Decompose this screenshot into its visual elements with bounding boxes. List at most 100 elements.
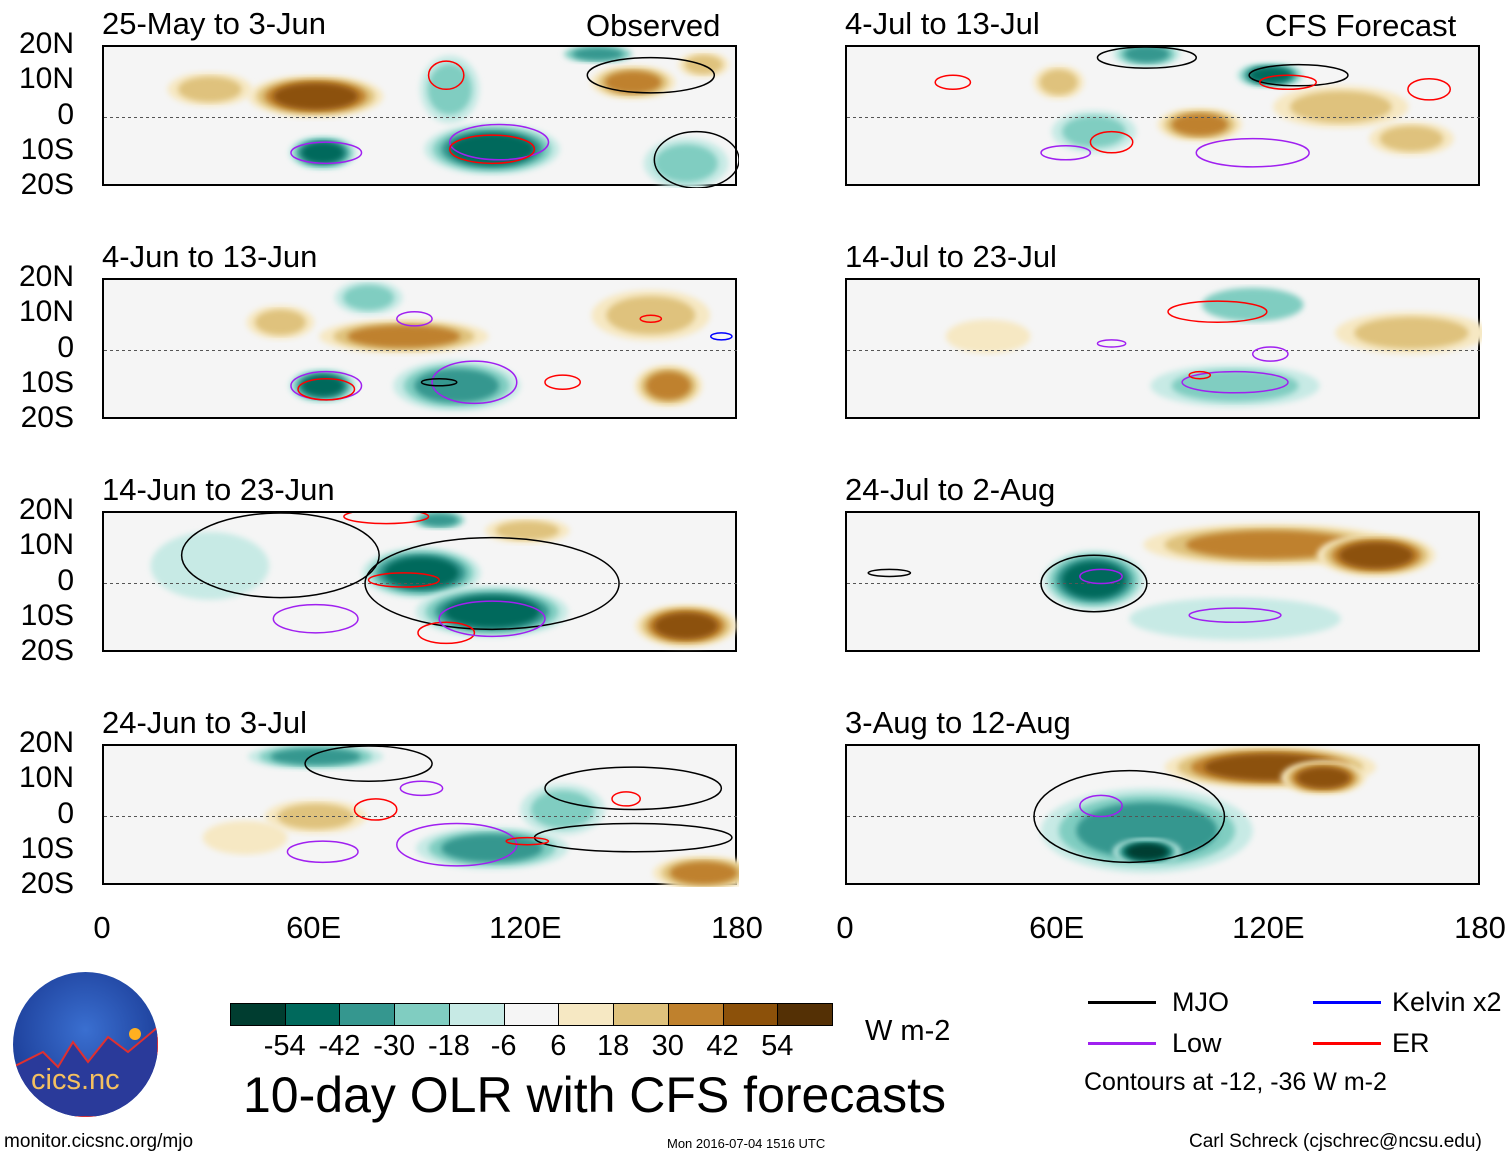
mjo-contour <box>1040 554 1148 613</box>
legend-er-label: ER <box>1392 1028 1430 1058</box>
panel-title: 25-May to 3-Jun <box>102 6 326 41</box>
colorbar-label: 18 <box>596 1030 630 1062</box>
mjo-contour <box>653 130 739 188</box>
er-contour <box>505 836 550 846</box>
er-contour <box>934 74 972 91</box>
y-axis-label: 0 <box>57 97 74 131</box>
er-contour <box>1167 300 1268 324</box>
footer-credit: Carl Schreck (cjschrec@ncsu.edu) <box>1189 1131 1482 1152</box>
olr-anomaly <box>1290 91 1392 123</box>
olr-anomaly <box>1124 47 1170 63</box>
colorbar-swatch <box>448 1003 505 1026</box>
legend-kelvin-label: Kelvin x2 <box>1392 987 1502 1017</box>
y-axis-label: 20N <box>18 260 74 293</box>
er-contour <box>297 377 356 401</box>
mjo-contour <box>586 56 716 94</box>
y-axis-label: 0 <box>57 330 74 364</box>
y-axis-label: 10S <box>20 132 74 166</box>
er-contour <box>639 314 663 324</box>
olr-anomaly <box>384 557 459 589</box>
x-axis-label: 60E <box>1029 910 1085 945</box>
colorbar-swatch <box>339 1003 396 1026</box>
olr-anomaly <box>273 83 358 110</box>
map-panel <box>845 278 1482 419</box>
low-contour <box>286 840 359 864</box>
colorbar-label: 42 <box>706 1030 739 1062</box>
y-axis-label: 20N <box>18 493 74 526</box>
y-axis-label: 10N <box>18 761 74 795</box>
mjo-contour <box>1033 769 1226 864</box>
low-contour <box>290 141 363 165</box>
colorbar-label: -54 <box>263 1030 306 1062</box>
colorbar-swatch <box>503 1003 560 1026</box>
low-contour <box>438 600 546 638</box>
colorbar-label: -30 <box>373 1030 416 1062</box>
colorbar-swatch <box>284 1003 341 1026</box>
panel-title: 3-Aug to 12-Aug <box>845 705 1071 740</box>
olr-anomaly <box>530 790 595 829</box>
olr-anomaly <box>254 309 306 335</box>
map-panel <box>845 744 1482 885</box>
x-axis-label: 0 <box>836 910 854 945</box>
er-contour <box>343 513 430 525</box>
colorbar-label: 54 <box>761 1030 794 1062</box>
map-panel <box>102 45 739 188</box>
olr-anomaly <box>495 521 560 541</box>
panel-title: 24-Jul to 2-Aug <box>845 472 1056 507</box>
olr-anomaly <box>669 861 738 885</box>
low-contour <box>1181 370 1289 394</box>
er-contour <box>1188 370 1212 380</box>
mjo-contour <box>1248 63 1349 87</box>
olr-anomaly <box>441 834 543 863</box>
low-contour <box>1040 144 1092 161</box>
olr-anomaly <box>270 748 361 766</box>
mjo-contour <box>364 536 620 631</box>
map-panel <box>845 45 1482 186</box>
forecast-label: CFS Forecast <box>1265 8 1457 43</box>
olr-anomaly <box>1171 113 1228 136</box>
er-contour <box>448 134 536 165</box>
legend-mjo-line <box>1088 1001 1156 1004</box>
colorbar-label: -6 <box>490 1030 517 1062</box>
panel-title: 14-Jul to 23-Jul <box>845 239 1057 274</box>
legend-low-line <box>1088 1042 1156 1045</box>
legend-er-line <box>1313 1042 1381 1045</box>
olr-anomaly <box>1126 844 1168 860</box>
observed-label: Observed <box>586 8 721 43</box>
colorbar-label: -18 <box>427 1030 470 1062</box>
colorbar-swatch <box>613 1003 669 1026</box>
panel-title: 24-Jun to 3-Jul <box>102 705 308 740</box>
y-axis-label: 20N <box>18 27 74 60</box>
y-axis-label: 20S <box>20 168 74 201</box>
map-panel <box>845 511 1482 652</box>
mjo-contour <box>1096 47 1197 69</box>
low-contour <box>448 123 550 161</box>
olr-anomaly <box>444 595 540 628</box>
olr-anomaly <box>150 532 270 600</box>
footer-url: monitor.cicsnc.org/mjo <box>4 1131 194 1152</box>
mjo-contour <box>304 746 433 782</box>
mjo-contour <box>544 766 723 811</box>
y-axis-label: 20N <box>18 726 74 759</box>
colorbar-swatch <box>667 1003 724 1026</box>
y-axis-label: 10N <box>18 295 74 329</box>
legend-mjo-label: MJO <box>1172 987 1229 1017</box>
low-contour <box>1079 568 1123 585</box>
colorbar-label: -42 <box>318 1030 361 1062</box>
y-axis-label: 20S <box>20 867 74 900</box>
olr-anomaly <box>645 371 692 400</box>
mjo-contour <box>533 822 733 853</box>
olr-anomaly <box>178 76 242 102</box>
low-contour <box>1096 339 1127 348</box>
er-contour <box>1089 130 1134 154</box>
y-axis-label: 10S <box>20 365 74 399</box>
x-axis-label: 120E <box>489 910 562 945</box>
panel-title: 4-Jul to 13-Jul <box>845 6 1040 41</box>
contour-note: Contours at -12, -36 W m-2 <box>1084 1068 1387 1096</box>
map-panel <box>102 278 739 419</box>
low-contour <box>396 310 433 327</box>
olr-anomaly <box>343 284 394 311</box>
er-contour <box>353 798 398 821</box>
mjo-contour <box>180 513 380 599</box>
olr-anomaly <box>1062 115 1126 148</box>
